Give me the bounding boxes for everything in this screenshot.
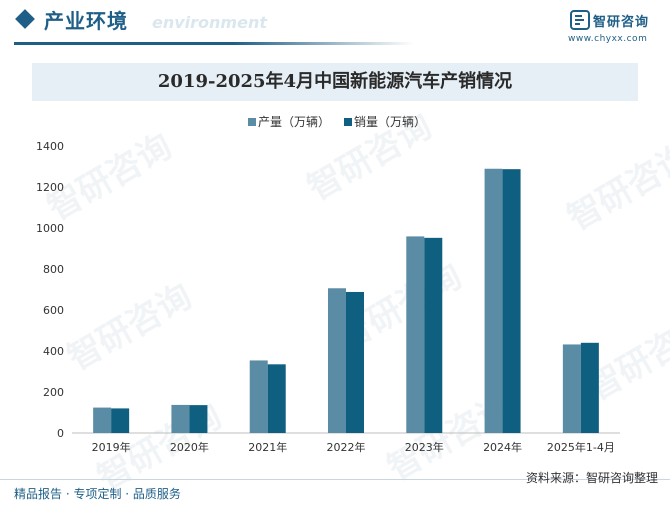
- bar-sales: [580, 342, 599, 433]
- bar-sales: [346, 291, 364, 433]
- y-tick-label: 1400: [36, 140, 64, 153]
- header: 产业环境 environment 智研咨询 www.chyxx.com: [0, 0, 670, 50]
- y-tick-label: 800: [43, 263, 64, 276]
- bar-sales: [267, 364, 286, 433]
- y-tick-label: 1200: [36, 181, 64, 194]
- y-tick-label: 1000: [36, 222, 64, 235]
- x-tick-label: 2023年: [405, 440, 444, 454]
- legend-label-sales: 销量（万辆）: [354, 115, 427, 129]
- section-subtitle: environment: [152, 13, 267, 32]
- logo-name: 智研咨询: [593, 15, 650, 30]
- x-tick-label: 2024年: [483, 440, 522, 454]
- x-tick-label: 2020年: [170, 440, 209, 454]
- bar-production: [249, 360, 268, 433]
- legend-swatch-production: [248, 118, 256, 126]
- logo-url: www.chyxx.com: [568, 34, 648, 44]
- x-tick-label: 2021年: [248, 440, 287, 454]
- y-tick-label: 400: [43, 345, 64, 358]
- bar-production: [328, 288, 346, 433]
- brand-logo: 智研咨询 www.chyxx.com: [568, 8, 665, 48]
- bar-production: [93, 407, 112, 433]
- x-tick-label: 2022年: [327, 440, 366, 454]
- bar-sales: [111, 408, 130, 433]
- x-tick-label: 2019年: [92, 440, 131, 454]
- chart-title: 2019-2025年4月中国新能源汽车产销情况: [157, 71, 513, 92]
- bar-sales: [189, 405, 208, 433]
- bar-sales: [424, 237, 443, 433]
- section-title: 产业环境: [44, 9, 128, 33]
- legend-label-production: 产量（万辆）: [258, 115, 331, 129]
- footer-tagline: 精品报告 · 专项定制 · 品质服务: [14, 487, 181, 501]
- chart-title-band: 2019-2025年4月中国新能源汽车产销情况: [32, 63, 638, 101]
- x-tick-label: 2025年1-4月: [547, 440, 615, 454]
- bar-production: [562, 344, 581, 433]
- logo-icon: [570, 10, 590, 30]
- bar-production: [406, 236, 425, 433]
- footer-divider: [0, 479, 670, 480]
- header-underline: [14, 42, 414, 45]
- bar-production: [484, 168, 503, 433]
- y-tick-label: 200: [43, 386, 64, 399]
- data-source: 资料来源：智研咨询整理: [525, 471, 658, 485]
- legend-swatch-sales: [344, 118, 352, 126]
- bar-production: [171, 404, 190, 433]
- y-tick-label: 0: [57, 427, 64, 440]
- bar-sales: [502, 169, 521, 434]
- y-tick-label: 600: [43, 304, 64, 317]
